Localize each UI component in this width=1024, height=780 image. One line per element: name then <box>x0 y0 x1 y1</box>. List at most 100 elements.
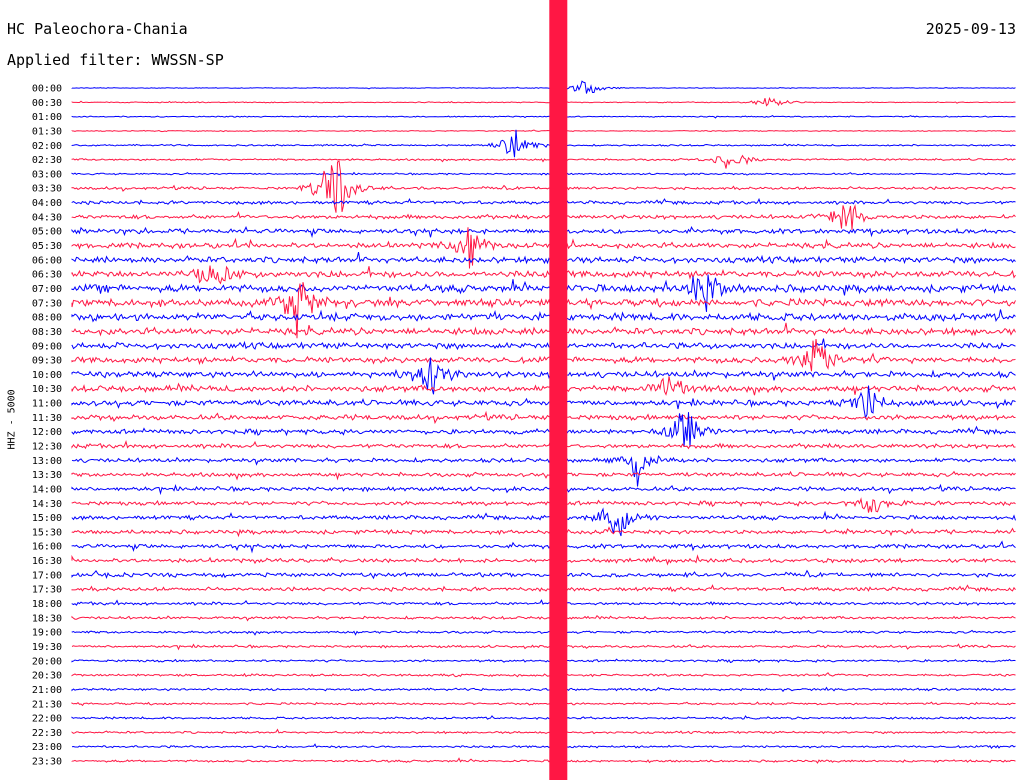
time-tick-label: 05:30 <box>32 241 62 252</box>
trace-line <box>71 728 1016 735</box>
trace-line <box>71 715 1016 720</box>
trace-line <box>71 686 1016 693</box>
time-tick-label: 20:00 <box>32 656 62 667</box>
time-tick-label: 05:00 <box>32 227 62 238</box>
time-tick-label: 18:30 <box>32 613 62 624</box>
time-tick-label: 04:30 <box>32 212 62 223</box>
time-tick-group: 00:00 00:30 01:00 01:30 02:00 02:30 03:00 03:30… <box>32 84 62 768</box>
trace-line <box>71 507 1016 537</box>
time-tick-label: 00:30 <box>32 98 62 109</box>
time-tick-label: 08:00 <box>32 313 62 324</box>
trace-line <box>71 629 1016 636</box>
trace-line <box>71 454 1016 487</box>
trace-line <box>71 115 1016 119</box>
time-tick-label: 01:00 <box>32 112 62 123</box>
time-tick-label: 10:30 <box>32 384 62 395</box>
time-tick-label: 14:30 <box>32 499 62 510</box>
time-tick-label: 03:30 <box>32 184 62 195</box>
time-tick-label: 15:00 <box>32 513 62 524</box>
saturated-signal-band <box>549 0 568 780</box>
time-tick-label: 14:00 <box>32 484 62 495</box>
time-tick-label: 02:00 <box>32 141 62 152</box>
time-tick-label: 21:00 <box>32 685 62 696</box>
trace-line <box>71 540 1016 554</box>
trace-line <box>71 385 1016 420</box>
trace-line <box>71 584 1016 593</box>
trace-line <box>71 322 1016 337</box>
trace-line <box>71 599 1016 606</box>
time-tick-label: 20:30 <box>32 671 62 682</box>
time-tick-label: 21:30 <box>32 699 62 710</box>
time-tick-label: 18:00 <box>32 599 62 610</box>
time-tick-label: 22:00 <box>32 714 62 725</box>
trace-line <box>71 129 1016 133</box>
time-tick-label: 16:30 <box>32 556 62 567</box>
trace-line <box>71 159 1016 213</box>
trace-line <box>71 643 1016 651</box>
time-tick-label: 03:00 <box>32 169 62 180</box>
time-tick-label: 02:30 <box>32 155 62 166</box>
spike-band-group <box>549 0 568 780</box>
time-tick-label: 13:30 <box>32 470 62 481</box>
time-tick-label: 06:30 <box>32 270 62 281</box>
time-tick-label: 17:30 <box>32 585 62 596</box>
trace-line <box>71 227 1016 269</box>
trace-line <box>71 204 1016 230</box>
trace-line <box>71 554 1016 566</box>
trace-line <box>71 658 1016 664</box>
trace-line <box>71 154 1016 169</box>
trace-line <box>71 569 1016 580</box>
trace-line <box>71 614 1016 622</box>
time-tick-label: 09:00 <box>32 341 62 352</box>
trace-line <box>71 129 1016 158</box>
time-tick-label: 08:30 <box>32 327 62 338</box>
trace-line <box>71 412 1016 448</box>
trace-line <box>71 251 1016 265</box>
time-tick-label: 19:00 <box>32 628 62 639</box>
filter-label: Applied filter: WWSSN-SP <box>7 51 224 69</box>
trace-line <box>71 80 1016 94</box>
trace-line <box>71 274 1016 312</box>
trace-line <box>71 470 1016 481</box>
trace-line <box>71 338 1016 351</box>
time-tick-label: 19:30 <box>32 642 62 653</box>
time-tick-label: 12:00 <box>32 427 62 438</box>
trace-group <box>71 80 1016 764</box>
trace-line <box>71 357 1016 395</box>
trace-line <box>71 497 1016 513</box>
trace-line <box>71 672 1016 678</box>
trace-line <box>71 376 1016 396</box>
trace-line <box>71 757 1016 764</box>
trace-line <box>71 96 1016 107</box>
trace-line <box>71 526 1016 538</box>
time-tick-label: 13:00 <box>32 456 62 467</box>
time-tick-label: 00:00 <box>32 84 62 95</box>
trace-line <box>71 339 1016 372</box>
time-tick-label: 01:30 <box>32 126 62 137</box>
trace-line <box>71 171 1016 177</box>
date-label: 2025-09-13 <box>925 20 1016 38</box>
time-tick-label: 11:00 <box>32 399 62 410</box>
time-tick-label: 06:00 <box>32 255 62 266</box>
time-tick-label: 23:30 <box>32 757 62 768</box>
time-tick-label: 17:00 <box>32 570 62 581</box>
time-tick-label: 12:30 <box>32 442 62 453</box>
trace-line <box>71 226 1016 239</box>
time-tick-label: 07:30 <box>32 298 62 309</box>
time-tick-label: 22:30 <box>32 728 62 739</box>
trace-line <box>71 410 1016 425</box>
time-tick-label: 04:00 <box>32 198 62 209</box>
trace-line <box>71 309 1016 323</box>
trace-line <box>71 197 1016 206</box>
time-tick-label: 23:00 <box>32 742 62 753</box>
trace-line <box>71 282 1016 339</box>
station-title: HC Paleochora-Chania <box>7 20 188 38</box>
trace-line <box>71 483 1016 496</box>
time-tick-label: 11:30 <box>32 413 62 424</box>
trace-line <box>71 439 1016 450</box>
trace-line <box>71 743 1016 750</box>
trace-line <box>71 265 1016 285</box>
time-tick-label: 09:30 <box>32 356 62 367</box>
time-tick-label: 16:00 <box>32 542 62 553</box>
